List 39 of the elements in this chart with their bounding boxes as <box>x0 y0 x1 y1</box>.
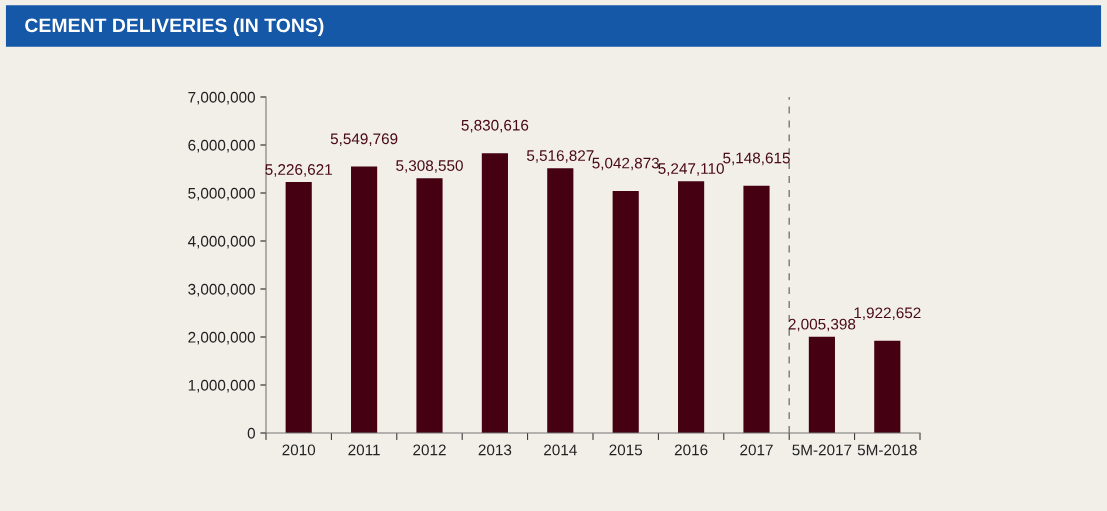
data-label: 5,148,615 <box>723 152 790 166</box>
data-label: 1,922,652 <box>854 307 921 321</box>
y-tick-label: 6,000,000 <box>188 139 255 153</box>
bar <box>612 190 639 433</box>
data-label: 5,516,827 <box>526 150 594 163</box>
data-label: 5,226,621 <box>265 164 332 177</box>
y-tick-label: 7,000,000 <box>188 91 255 105</box>
data-label: 5,549,769 <box>330 133 398 146</box>
bar <box>678 181 705 433</box>
bar <box>481 153 508 433</box>
x-tick-label: 2012 <box>413 444 446 456</box>
bar <box>285 182 312 433</box>
bar <box>351 166 378 433</box>
y-tick-label: 3,000,000 <box>188 283 255 297</box>
data-label: 5,308,550 <box>396 160 463 173</box>
bar <box>547 168 574 433</box>
y-tick-label: 4,000,000 <box>187 235 255 249</box>
y-tick-label: 5,000,000 <box>188 187 255 201</box>
bar <box>743 185 770 433</box>
x-tick-label: 5M-2017 <box>792 444 852 456</box>
bar <box>416 178 443 433</box>
x-tick-label: 2014 <box>544 444 577 456</box>
x-tick-label: 5M-2018 <box>857 444 917 456</box>
x-tick-label: 2015 <box>609 444 643 456</box>
y-tick-label: 1,000,000 <box>188 379 255 393</box>
bar <box>808 336 835 433</box>
data-label: 2,005,398 <box>788 318 856 332</box>
x-tick-label: 2011 <box>348 444 380 456</box>
data-label: 5,247,110 <box>658 163 724 176</box>
bar <box>874 340 901 433</box>
y-tick-label: 2,000,000 <box>188 331 255 345</box>
y-tick-label: 0 <box>247 427 255 439</box>
x-tick-label: 2010 <box>282 444 316 456</box>
x-tick-label: 2016 <box>674 444 708 456</box>
data-label: 5,830,616 <box>461 119 529 133</box>
chart-title: CEMENT DELIVERIES (IN TONS) <box>25 17 324 37</box>
x-tick-label: 2017 <box>740 444 773 456</box>
x-tick-label: 2013 <box>478 444 512 456</box>
data-label: 5,042,873 <box>592 157 660 171</box>
